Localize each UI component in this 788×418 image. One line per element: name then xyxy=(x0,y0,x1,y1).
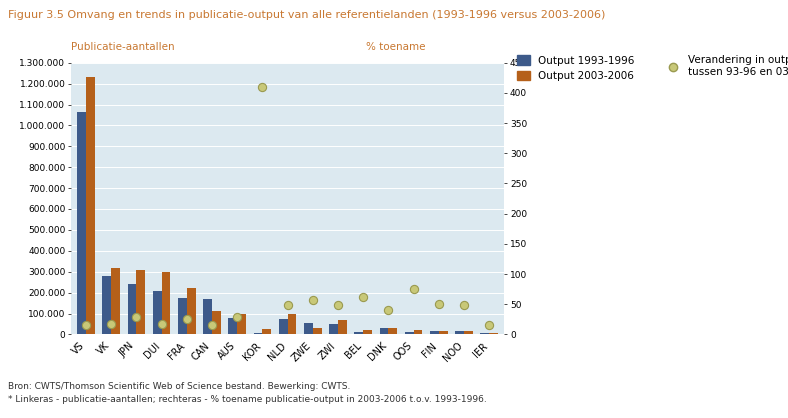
Bar xyxy=(136,270,145,334)
Bar xyxy=(237,314,246,334)
Bar xyxy=(262,329,271,334)
Bar xyxy=(380,328,388,334)
Bar xyxy=(304,323,313,334)
Bar xyxy=(313,328,322,334)
Text: % toename: % toename xyxy=(366,42,426,52)
Bar xyxy=(86,77,95,334)
Text: Figuur 3.5 Omvang en trends in publicatie-output van alle referentielanden (1993: Figuur 3.5 Omvang en trends in publicati… xyxy=(8,10,605,20)
Legend: Verandering in output
tussen 93-96 en 03-06 (%): Verandering in output tussen 93-96 en 03… xyxy=(667,55,788,77)
Bar xyxy=(355,332,363,334)
Point xyxy=(206,322,218,329)
Bar xyxy=(363,330,372,334)
Bar xyxy=(203,299,212,334)
Bar xyxy=(111,268,120,334)
Bar xyxy=(464,331,473,334)
Point xyxy=(80,322,92,329)
Point xyxy=(130,314,143,321)
Bar xyxy=(414,330,422,334)
Bar xyxy=(329,324,338,334)
Point xyxy=(307,297,319,303)
Point xyxy=(105,320,117,327)
Point xyxy=(458,302,470,309)
Bar xyxy=(254,333,262,334)
Legend: Output 1993-1996, Output 2003-2006: Output 1993-1996, Output 2003-2006 xyxy=(518,55,634,81)
Bar xyxy=(162,272,170,334)
Point xyxy=(281,302,294,309)
Point xyxy=(256,84,269,90)
Point xyxy=(180,316,193,323)
Point xyxy=(407,286,420,293)
Bar xyxy=(430,331,439,334)
Bar xyxy=(178,298,187,334)
Bar xyxy=(481,333,489,334)
Bar xyxy=(338,320,347,334)
Text: Publicatie-aantallen: Publicatie-aantallen xyxy=(71,42,175,52)
Point xyxy=(433,301,445,308)
Bar xyxy=(229,318,237,334)
Bar xyxy=(288,314,296,334)
Bar xyxy=(455,331,464,334)
Text: Bron: CWTS/Thomson Scientific Web of Science bestand. Bewerking: CWTS.: Bron: CWTS/Thomson Scientific Web of Sci… xyxy=(8,382,350,392)
Bar xyxy=(77,112,86,334)
Point xyxy=(231,314,243,321)
Bar xyxy=(212,311,221,334)
Bar xyxy=(279,319,288,334)
Bar xyxy=(128,284,136,334)
Bar xyxy=(153,291,162,334)
Point xyxy=(332,302,344,309)
Bar xyxy=(187,288,195,334)
Point xyxy=(382,307,395,314)
Bar xyxy=(102,276,111,334)
Bar xyxy=(439,331,448,334)
Text: * Linkeras - publicatie-aantallen; rechteras - % toename publicatie-output in 20: * Linkeras - publicatie-aantallen; recht… xyxy=(8,395,487,404)
Bar xyxy=(388,328,397,334)
Bar xyxy=(405,332,414,334)
Point xyxy=(155,320,168,327)
Point xyxy=(483,322,496,329)
Bar xyxy=(489,333,498,334)
Point xyxy=(357,293,370,300)
